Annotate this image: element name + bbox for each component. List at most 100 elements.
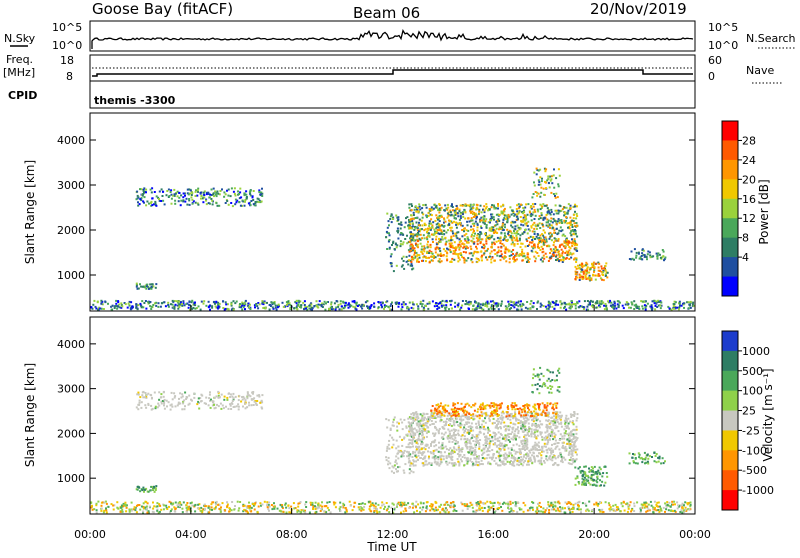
range-gate — [585, 505, 587, 507]
range-gate — [183, 501, 185, 503]
range-gate — [540, 303, 542, 305]
range-gate — [171, 392, 173, 394]
range-gate — [683, 307, 685, 309]
range-gate — [532, 502, 534, 504]
range-gate — [604, 308, 606, 310]
range-gate — [320, 505, 322, 507]
range-gate — [430, 256, 432, 258]
range-gate — [403, 241, 405, 243]
range-gate — [497, 203, 499, 205]
range-gate — [166, 405, 168, 407]
range-gate — [457, 255, 459, 257]
range-gate — [223, 196, 225, 198]
range-gate — [588, 501, 590, 503]
range-gate — [536, 168, 538, 170]
range-gate — [446, 252, 448, 254]
range-gate — [630, 307, 632, 309]
range-gate — [469, 460, 471, 462]
range-gate — [271, 504, 273, 506]
range-gate — [238, 201, 240, 203]
range-gate — [436, 308, 438, 310]
range-gate — [543, 188, 545, 190]
range-gate — [487, 301, 489, 303]
range-gate — [553, 174, 555, 176]
range-gate — [555, 440, 557, 442]
range-gate — [656, 509, 658, 511]
range-gate — [393, 270, 395, 272]
range-gate — [137, 308, 139, 310]
range-gate — [228, 204, 230, 206]
range-gate — [662, 249, 664, 251]
range-gate — [538, 184, 540, 186]
nsky-label: N.Sky — [4, 32, 36, 45]
range-gate — [211, 509, 213, 511]
range-gate — [271, 508, 273, 510]
range-gate — [460, 307, 462, 309]
range-gate — [392, 424, 394, 426]
range-gate — [177, 308, 179, 310]
range-gate — [549, 252, 551, 254]
range-gate — [616, 509, 618, 511]
range-gate — [555, 259, 557, 261]
range-gate — [492, 502, 494, 504]
range-gate — [303, 510, 305, 512]
range-gate — [238, 193, 240, 195]
range-gate — [522, 212, 524, 214]
range-gate — [454, 302, 456, 304]
range-gate — [217, 302, 219, 304]
range-gate — [447, 415, 449, 417]
range-gate — [151, 409, 153, 411]
range-gate — [152, 502, 154, 504]
range-gate — [541, 246, 543, 248]
range-gate — [413, 415, 415, 417]
range-gate — [431, 209, 433, 211]
range-gate — [500, 506, 502, 508]
range-gate — [237, 190, 239, 192]
range-gate — [155, 406, 157, 408]
range-gate — [134, 506, 136, 508]
range-gate — [563, 438, 565, 440]
range-gate — [565, 415, 567, 417]
range-gate — [142, 286, 144, 288]
range-gate — [574, 240, 576, 242]
range-gate — [477, 226, 479, 228]
range-gate — [418, 203, 420, 205]
range-gate — [296, 511, 298, 513]
range-gate — [189, 204, 191, 206]
range-gate — [605, 269, 607, 271]
range-gate — [321, 304, 323, 306]
range-gate — [164, 203, 166, 205]
range-gate — [659, 305, 661, 307]
range-gate — [151, 198, 153, 200]
range-gate — [137, 489, 139, 491]
range-gate — [558, 260, 560, 262]
range-gate — [384, 506, 386, 508]
range-gate — [457, 458, 459, 460]
range-gate — [412, 245, 414, 247]
range-gate — [540, 510, 542, 512]
range-gate — [435, 236, 437, 238]
range-gate — [310, 502, 312, 504]
range-gate — [145, 300, 147, 302]
range-gate — [415, 243, 417, 245]
range-gate — [503, 229, 505, 231]
range-gate — [474, 233, 476, 235]
range-gate — [452, 232, 454, 234]
range-gate — [421, 220, 423, 222]
range-gate — [425, 445, 427, 447]
range-gate — [177, 504, 179, 506]
range-gate — [392, 503, 394, 505]
range-gate — [240, 401, 242, 403]
range-gate — [450, 214, 452, 216]
range-gate — [641, 258, 643, 260]
range-gate — [577, 504, 579, 506]
range-gate — [197, 401, 199, 403]
range-gate — [677, 507, 679, 509]
range-gate — [572, 511, 574, 513]
range-gate — [440, 255, 442, 257]
range-gate — [489, 235, 491, 237]
range-gate — [455, 235, 457, 237]
range-gate — [463, 426, 465, 428]
range-gate — [443, 434, 445, 436]
